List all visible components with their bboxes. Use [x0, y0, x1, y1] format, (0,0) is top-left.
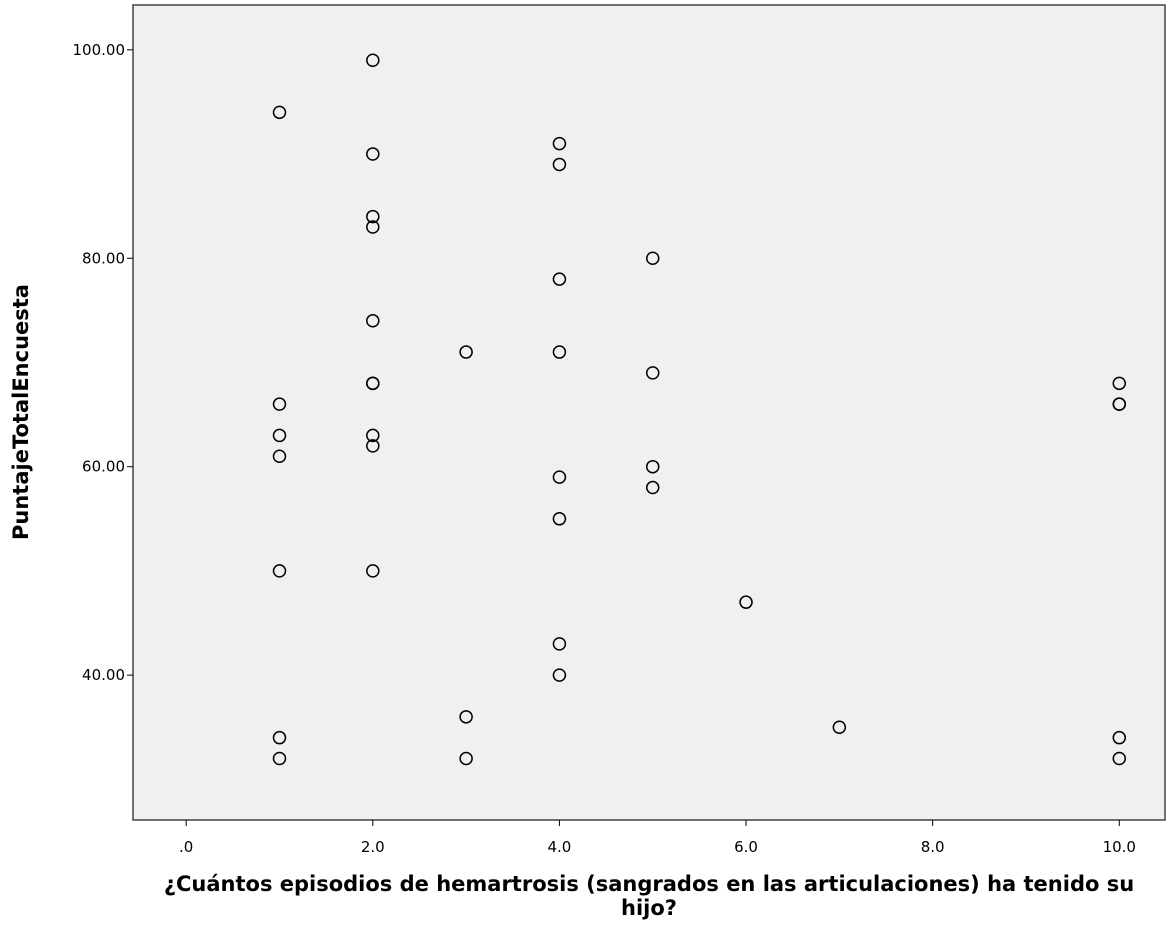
point	[552, 136, 567, 151]
x-tick-label: 10.0	[1103, 838, 1136, 856]
point	[272, 105, 287, 120]
point	[366, 564, 380, 578]
point	[366, 147, 380, 161]
point	[552, 470, 567, 484]
x-tick-label: 6.0	[734, 838, 758, 856]
y-tick-label: 60.00	[82, 458, 125, 476]
point	[272, 449, 287, 464]
point	[272, 428, 287, 443]
point	[272, 730, 287, 745]
x-tick-label: 8.0	[921, 838, 945, 856]
point	[1112, 397, 1127, 411]
point	[366, 376, 380, 391]
point	[645, 366, 660, 380]
point	[459, 710, 473, 724]
point	[366, 53, 380, 67]
point	[272, 397, 287, 411]
point	[552, 512, 567, 526]
point	[366, 209, 380, 224]
point	[366, 439, 380, 453]
point	[1112, 751, 1127, 766]
point	[1112, 376, 1127, 391]
x-tick-label: 2.0	[361, 838, 385, 856]
point	[272, 564, 287, 578]
x-axis-label: ¿Cuántos episodios de hemartrosis (sangr…	[163, 872, 1135, 920]
plot-area	[132, 4, 1166, 821]
point	[1112, 730, 1127, 745]
point	[832, 720, 847, 734]
point	[552, 637, 567, 651]
y-axis-label: PuntajeTotalEncuesta	[9, 284, 33, 540]
x-tick-label: 4.0	[547, 838, 571, 856]
point	[366, 428, 380, 443]
y-tick-label: 80.00	[82, 249, 125, 267]
x-tick-label: .0	[179, 838, 193, 856]
point	[366, 314, 380, 328]
point	[459, 751, 473, 766]
y-tick-label: 100.00	[73, 41, 126, 59]
point	[739, 595, 753, 609]
point	[552, 157, 567, 172]
point	[645, 480, 660, 495]
point	[552, 272, 567, 286]
point	[645, 459, 660, 474]
point	[552, 668, 567, 682]
point	[645, 251, 660, 266]
point	[366, 220, 380, 234]
point	[459, 345, 473, 359]
point	[552, 345, 567, 359]
y-tick-label: 40.00	[82, 666, 125, 684]
point	[272, 751, 287, 766]
